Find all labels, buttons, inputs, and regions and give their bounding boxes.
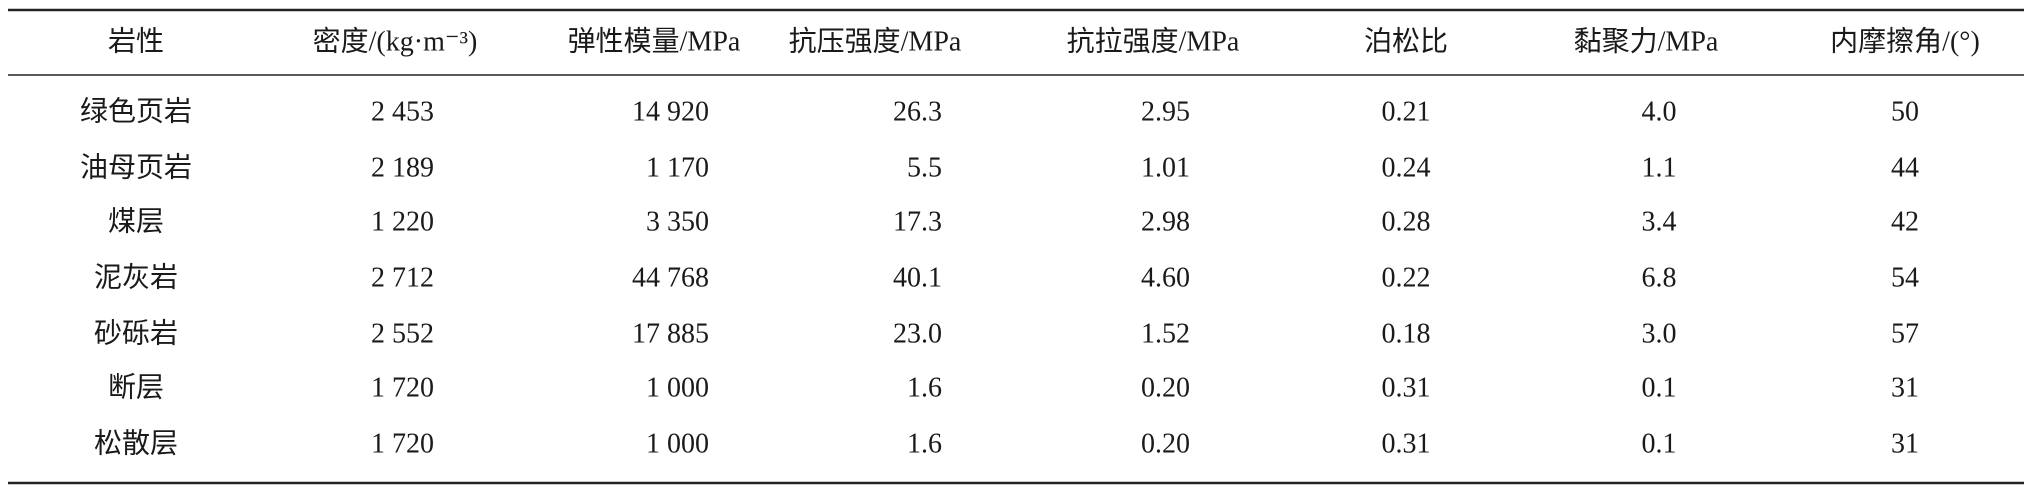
- table-cell: 1 000: [646, 372, 709, 403]
- table-cell: 1.1: [1642, 152, 1677, 183]
- table-cell: 44 768: [632, 262, 709, 293]
- table-cell: 2 552: [371, 318, 434, 349]
- table-cell: 2.98: [1141, 206, 1190, 237]
- table-cell: 50: [1891, 96, 1919, 127]
- table-cell: 1.6: [907, 428, 942, 459]
- table-cell: 44: [1891, 152, 1919, 183]
- table-cell: 0.20: [1141, 428, 1190, 459]
- table-cell: 57: [1891, 318, 1919, 349]
- row-label: 绿色页岩: [80, 95, 192, 127]
- table-cell: 1 720: [371, 428, 434, 459]
- table-cell: 1.01: [1141, 152, 1190, 183]
- table-cell: 1.6: [907, 372, 942, 403]
- table-cell: 3 350: [646, 206, 709, 237]
- table-cell: 0.22: [1382, 262, 1431, 293]
- row-label: 泥灰岩: [94, 261, 178, 293]
- table-cell: 3.0: [1642, 318, 1677, 349]
- table-cell: 5.5: [907, 152, 942, 183]
- table-cell: 6.8: [1642, 262, 1677, 293]
- table-cell: 54: [1891, 262, 1919, 293]
- header-cell: 黏聚力/MPa: [1574, 25, 1719, 57]
- table-cell: 0.31: [1382, 428, 1431, 459]
- row-label: 断层: [108, 371, 164, 403]
- table-cell: 0.1: [1642, 428, 1677, 459]
- header-cell: 弹性模量/MPa: [568, 25, 741, 57]
- table-cell: 14 920: [632, 96, 709, 127]
- table-cell: 1 170: [646, 152, 709, 183]
- table-cell: 2.95: [1141, 96, 1190, 127]
- table-cell: 2 189: [371, 152, 434, 183]
- table-cell: 26.3: [893, 96, 942, 127]
- table-cell: 0.1: [1642, 372, 1677, 403]
- table-cell: 0.18: [1382, 318, 1431, 349]
- table-cell: 1 000: [646, 428, 709, 459]
- header-cell: 泊松比: [1364, 25, 1448, 57]
- table-cell: 4.60: [1141, 262, 1190, 293]
- table-cell: 0.31: [1382, 372, 1431, 403]
- table-cell: 23.0: [893, 318, 942, 349]
- header-cell: 内摩擦角/(°): [1830, 25, 1980, 57]
- table-cell: 0.24: [1382, 152, 1431, 183]
- table-cell: 1 720: [371, 372, 434, 403]
- table-cell: 0.28: [1382, 206, 1431, 237]
- table-cell: 1.52: [1141, 318, 1190, 349]
- table-cell: 4.0: [1642, 96, 1677, 127]
- table-cell: 17 885: [632, 318, 709, 349]
- header-cell: 抗拉强度/MPa: [1067, 25, 1240, 57]
- table-cell: 0.20: [1141, 372, 1190, 403]
- table-cell: 42: [1891, 206, 1919, 237]
- table-cell: 3.4: [1642, 206, 1677, 237]
- table-cell: 0.21: [1382, 96, 1431, 127]
- table-cell: 31: [1891, 428, 1919, 459]
- header-cell: 抗压强度/MPa: [789, 25, 962, 57]
- table-cell: 2 712: [371, 262, 434, 293]
- header-cell: 岩性: [108, 25, 164, 57]
- table-cell: 40.1: [893, 262, 942, 293]
- row-label: 油母页岩: [80, 151, 192, 183]
- table-cell: 17.3: [893, 206, 942, 237]
- row-label: 砂砾岩: [94, 317, 178, 349]
- table-cell: 2 453: [371, 96, 434, 127]
- table-cell: 31: [1891, 372, 1919, 403]
- row-label: 煤层: [108, 205, 164, 237]
- header-cell: 密度/(kg·m⁻³): [313, 25, 478, 57]
- table-cell: 1 220: [371, 206, 434, 237]
- row-label: 松散层: [94, 427, 178, 459]
